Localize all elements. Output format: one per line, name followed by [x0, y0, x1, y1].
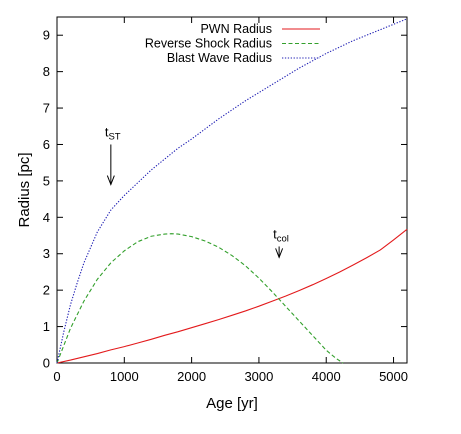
y-tick-label: 0 — [43, 356, 50, 371]
series-line-2 — [56, 233, 344, 364]
legend-label-2: Reverse Shock Radius — [145, 37, 272, 51]
y-tick-label: 7 — [43, 101, 50, 116]
y-tick-label: 8 — [43, 64, 50, 79]
series-group — [56, 18, 408, 364]
y-tick-label: 2 — [43, 283, 50, 298]
axis-ticks: 0 1000 2000 3000 4000 5000 0 1 2 3 4 5 6 7 8 9 — [43, 17, 408, 384]
x-tick-label: 5000 — [379, 369, 408, 384]
annotation-label-2: tcol — [273, 226, 289, 244]
x-tick-label: 0 — [53, 369, 60, 384]
y-tick-label: 1 — [43, 319, 50, 334]
series-line-3 — [56, 18, 408, 364]
legend-label-1: PWN Radius — [200, 22, 272, 36]
annotations-group: tST tcol — [105, 124, 289, 259]
x-tick-label: 4000 — [312, 369, 341, 384]
y-axis-label: Radius [pc] — [16, 152, 33, 227]
y-tick-label: 4 — [43, 210, 50, 225]
y-tick-label: 3 — [43, 246, 50, 261]
x-tick-label: 1000 — [110, 369, 139, 384]
x-axis-label: Age [yr] — [206, 395, 258, 412]
x-tick-label: 2000 — [177, 369, 206, 384]
y-tick-label: 5 — [43, 173, 50, 188]
x-tick-label: 3000 — [244, 369, 273, 384]
y-tick-label: 9 — [43, 28, 50, 43]
series-line-1 — [56, 228, 408, 364]
annotation-arrowhead-2 — [275, 248, 284, 259]
legend-label-3: Blast Wave Radius — [167, 51, 272, 65]
plot-frame — [56, 16, 408, 364]
annotation-arrowhead-1 — [106, 175, 115, 186]
annotation-label-1: tST — [105, 124, 121, 142]
y-tick-label: 6 — [43, 137, 50, 152]
